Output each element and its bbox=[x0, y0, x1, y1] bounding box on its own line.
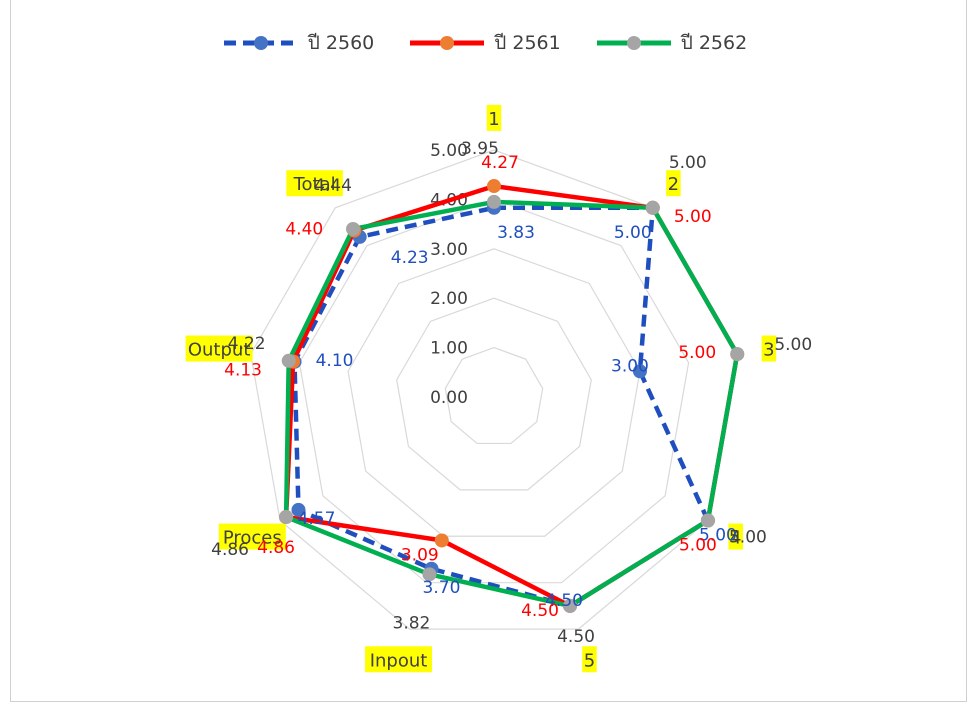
category-label-highlight bbox=[218, 523, 286, 550]
legend-label: ปี 2560 bbox=[307, 32, 375, 54]
tick-label: 0.00 bbox=[430, 388, 468, 408]
category-label: Output bbox=[185, 335, 253, 362]
data-point bbox=[422, 567, 437, 582]
legend-label: ปี 2561 bbox=[494, 32, 561, 54]
data-point bbox=[645, 200, 660, 215]
grid-ring bbox=[347, 248, 641, 537]
legend-swatch bbox=[410, 36, 485, 50]
data-label: 4.50 bbox=[521, 601, 559, 621]
legend-item: ปี 2562 bbox=[595, 28, 747, 58]
data-label: 5.00 bbox=[729, 528, 767, 548]
data-label: 5.00 bbox=[669, 153, 707, 173]
data-label: 3.00 bbox=[611, 356, 649, 376]
category-label-text: Inpout bbox=[370, 650, 428, 671]
data-label: 4.40 bbox=[285, 219, 323, 239]
category-label-highlight bbox=[728, 523, 743, 550]
legend-swatch bbox=[223, 36, 298, 50]
legend-item: ปี 2561 bbox=[408, 28, 561, 58]
category-label-highlight bbox=[486, 104, 502, 131]
category-label: 5 bbox=[582, 646, 597, 673]
data-point bbox=[279, 510, 294, 525]
category-label-text: 4 bbox=[730, 528, 741, 549]
data-point bbox=[487, 194, 501, 209]
legend: ปี 2560 ปี 2561 ปี 2562 bbox=[0, 28, 969, 58]
category-label: 1 bbox=[486, 104, 502, 131]
tick-label: 2.00 bbox=[430, 289, 468, 309]
legend-label: ปี 2562 bbox=[680, 32, 748, 54]
category-label-text: 2 bbox=[668, 174, 679, 195]
legend-swatch bbox=[596, 36, 671, 50]
data-label: 4.27 bbox=[481, 153, 519, 173]
tick-label: 3.00 bbox=[430, 240, 468, 260]
data-label: 5.00 bbox=[674, 207, 712, 227]
data-label: 3.70 bbox=[423, 578, 461, 598]
data-point bbox=[346, 221, 361, 236]
data-point bbox=[700, 513, 715, 528]
data-label: 3.83 bbox=[497, 223, 535, 243]
category-label-text: 3 bbox=[763, 340, 774, 361]
category-label: 3 bbox=[761, 335, 777, 362]
data-label: 5.00 bbox=[699, 526, 737, 546]
series-line bbox=[283, 199, 740, 609]
data-label: 5.00 bbox=[679, 536, 717, 556]
data-point bbox=[632, 364, 647, 379]
category-label-highlight bbox=[365, 646, 433, 673]
category-label-highlight bbox=[582, 646, 597, 673]
data-label: 4.10 bbox=[316, 351, 354, 371]
data-label: 4.50 bbox=[545, 591, 583, 611]
data-label: 5.00 bbox=[614, 223, 652, 243]
category-label-text: Proces bbox=[223, 528, 282, 549]
grid-ring bbox=[396, 297, 592, 491]
tick-label: 5.00 bbox=[430, 141, 468, 161]
data-label: 3.95 bbox=[461, 139, 499, 159]
category-label: 4 bbox=[728, 523, 743, 550]
data-point bbox=[434, 533, 449, 548]
data-point bbox=[281, 353, 296, 368]
tick-label: 1.00 bbox=[430, 339, 468, 359]
category-label: Proces bbox=[218, 523, 286, 550]
data-label: 4.86 bbox=[257, 538, 295, 558]
category-label-highlight bbox=[286, 170, 343, 197]
data-label: 3.09 bbox=[401, 545, 439, 565]
data-label: 4.23 bbox=[391, 248, 429, 268]
data-label: 4.13 bbox=[224, 361, 262, 381]
data-label: 5.00 bbox=[678, 343, 716, 363]
data-point bbox=[730, 347, 745, 362]
category-label-text: 5 bbox=[584, 650, 595, 671]
category-label-highlight bbox=[666, 170, 681, 197]
grid-ring bbox=[298, 198, 690, 584]
data-label: 5.00 bbox=[774, 335, 812, 355]
category-label: Total bbox=[286, 170, 343, 197]
data-point bbox=[487, 179, 501, 194]
data-label: 4.22 bbox=[228, 334, 266, 354]
grid-ring bbox=[250, 149, 738, 630]
category-label-text: Output bbox=[188, 340, 251, 361]
data-label: 4.57 bbox=[298, 509, 336, 529]
category-label-text: Total bbox=[293, 174, 336, 195]
category-label-highlight bbox=[185, 335, 253, 362]
legend-item: ปี 2560 bbox=[222, 28, 374, 58]
category-label: 2 bbox=[666, 170, 681, 197]
data-point bbox=[291, 502, 306, 517]
grid-ring bbox=[444, 346, 544, 445]
data-label: 3.82 bbox=[393, 613, 431, 633]
category-label: Inpout bbox=[365, 646, 433, 673]
data-label: 4.44 bbox=[314, 176, 352, 196]
category-label-text: 1 bbox=[488, 109, 499, 130]
data-label: 4.50 bbox=[557, 627, 595, 647]
data-label: 4.86 bbox=[211, 540, 249, 560]
data-point bbox=[563, 598, 578, 613]
category-label-highlight bbox=[761, 335, 777, 362]
